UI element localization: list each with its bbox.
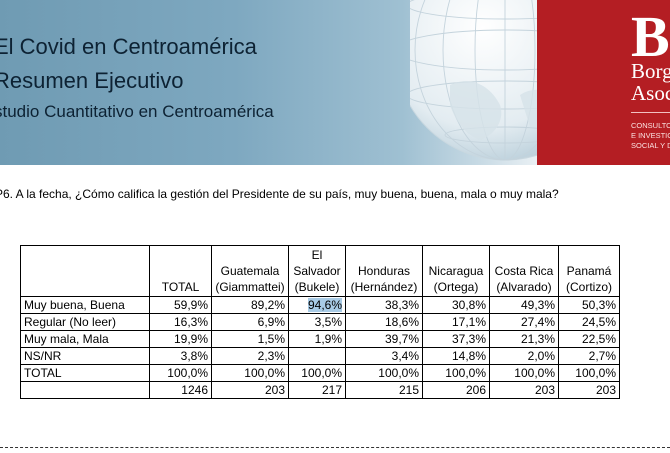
header-banner: El Covid en Centroamérica Resumen Ejecut…	[0, 0, 670, 165]
cell-value: 100,0%	[558, 364, 620, 382]
header-line: Panamá	[566, 264, 612, 278]
header-line: (Ortega)	[433, 280, 479, 294]
row-label	[20, 381, 150, 399]
cell-value: 14,8%	[422, 347, 490, 365]
header-line: Costa Rica	[494, 264, 554, 278]
cell-value: 1,5%	[211, 330, 289, 348]
cell-value: 3,4%	[345, 347, 423, 365]
header-line: Honduras	[357, 264, 411, 278]
cell-value: 1246	[149, 381, 212, 399]
cell-value: 49,3%	[489, 296, 559, 314]
cell-value: 206	[422, 381, 490, 399]
header-line: (Bukele)	[294, 280, 340, 294]
report-subtitle: studio Cuantitativo en Centroamérica	[0, 102, 274, 121]
cell-value: 203	[211, 381, 289, 399]
cell-value: 27,4%	[489, 313, 559, 331]
header-blank	[20, 245, 150, 297]
cell-value: 50,3%	[558, 296, 620, 314]
cell-value: 24,5%	[558, 313, 620, 331]
table-row: NS/NR 3,8% 2,3% 3,4% 14,8% 2,0% 2,7%	[20, 347, 620, 365]
cell-value: 2,0%	[489, 347, 559, 365]
header-el-salvador: El Salvador (Bukele)	[288, 245, 346, 297]
cell-value: 22,5%	[558, 330, 620, 348]
logo-tag-line3: SOCIAL Y D	[631, 141, 670, 150]
cell-value: 3,8%	[149, 347, 212, 365]
cell-value-highlighted: 94,6%	[288, 296, 346, 314]
table-row: TOTAL 100,0% 100,0% 100,0% 100,0% 100,0%…	[20, 364, 620, 382]
cell-value: 30,8%	[422, 296, 490, 314]
cell-value: 100,0%	[149, 364, 212, 382]
header-line: TOTAL	[161, 280, 200, 294]
report-title-line2: Resumen Ejecutivo	[0, 68, 184, 93]
logo-mark: B	[631, 4, 670, 69]
cell-value: 100,0%	[211, 364, 289, 382]
logo-tagline: CONSULTO E INVESTIG SOCIAL Y D	[631, 121, 670, 151]
cell-value: 21,3%	[489, 330, 559, 348]
cell-value: 2,3%	[211, 347, 289, 365]
header-line: (Giammattei)	[215, 280, 285, 294]
header-line: (Cortizo)	[565, 280, 612, 294]
table-row: Muy buena, Buena 59,9% 89,2% 94,6% 38,3%…	[20, 296, 620, 314]
cell-value: 89,2%	[211, 296, 289, 314]
table-row: 1246 203 217 215 206 203 203	[20, 381, 620, 399]
report-title: El Covid en Centroamérica Resumen Ejecut…	[0, 30, 257, 98]
header-honduras: Honduras (Hernández)	[345, 245, 423, 297]
header-total: TOTAL	[149, 245, 212, 297]
logo-tag-line1: CONSULTO	[631, 121, 670, 130]
cell-value: 203	[489, 381, 559, 399]
results-table: TOTAL Guatemala (Giammattei) El Salvador…	[20, 245, 620, 399]
row-label: Muy mala, Mala	[20, 330, 150, 348]
header-line: Guatemala	[220, 264, 280, 278]
table-row: Regular (No leer) 16,3% 6,9% 3,5% 18,6% …	[20, 313, 620, 331]
header-line: Salvador	[293, 264, 341, 278]
row-label: NS/NR	[20, 347, 150, 365]
separator-line	[0, 447, 670, 448]
header-guatemala: Guatemala (Giammattei)	[211, 245, 289, 297]
cell-value: 17,1%	[422, 313, 490, 331]
logo-name-line2: Asoc	[631, 81, 670, 105]
cell-value: 100,0%	[422, 364, 490, 382]
cell-value: 18,6%	[345, 313, 423, 331]
cell-value: 217	[288, 381, 346, 399]
survey-question: P6. A la fecha, ¿Cómo califica la gestió…	[0, 187, 559, 201]
cell-value: 100,0%	[345, 364, 423, 382]
cell-value: 59,9%	[149, 296, 212, 314]
highlighted-value: 94,6%	[307, 298, 342, 312]
header-line: (Alvarado)	[496, 280, 552, 294]
header-line: (Hernández)	[350, 280, 418, 294]
logo-tag-line2: E INVESTIG	[631, 131, 670, 140]
cell-value: 16,3%	[149, 313, 212, 331]
cell-value: 2,7%	[558, 347, 620, 365]
cell-value	[288, 347, 346, 365]
cell-value: 203	[558, 381, 620, 399]
row-label: Regular (No leer)	[20, 313, 150, 331]
table-header-row: TOTAL Guatemala (Giammattei) El Salvador…	[20, 245, 620, 297]
table-row: Muy mala, Mala 19,9% 1,5% 1,9% 39,7% 37,…	[20, 330, 620, 348]
cell-value: 6,9%	[211, 313, 289, 331]
header-nicaragua: Nicaragua (Ortega)	[422, 245, 490, 297]
row-label: TOTAL	[20, 364, 150, 382]
header-line: El	[311, 248, 323, 262]
company-logo: B Borg Asoc CONSULTO E INVESTIG SOCIAL Y…	[537, 0, 670, 165]
report-title-line1: El Covid en Centroamérica	[0, 34, 257, 59]
cell-value: 3,5%	[288, 313, 346, 331]
cell-value: 100,0%	[288, 364, 346, 382]
row-label: Muy buena, Buena	[20, 296, 150, 314]
logo-name: Borg Asoc	[631, 60, 670, 104]
cell-value: 215	[345, 381, 423, 399]
cell-value: 1,9%	[288, 330, 346, 348]
header-panama: Panamá (Cortizo)	[558, 245, 620, 297]
header-line: Nicaragua	[428, 264, 484, 278]
cell-value: 19,9%	[149, 330, 212, 348]
cell-value: 100,0%	[489, 364, 559, 382]
cell-value: 37,3%	[422, 330, 490, 348]
cell-value: 38,3%	[345, 296, 423, 314]
cell-value: 39,7%	[345, 330, 423, 348]
logo-divider	[631, 112, 670, 113]
header-costa-rica: Costa Rica (Alvarado)	[489, 245, 559, 297]
logo-name-line1: Borg	[631, 59, 670, 83]
